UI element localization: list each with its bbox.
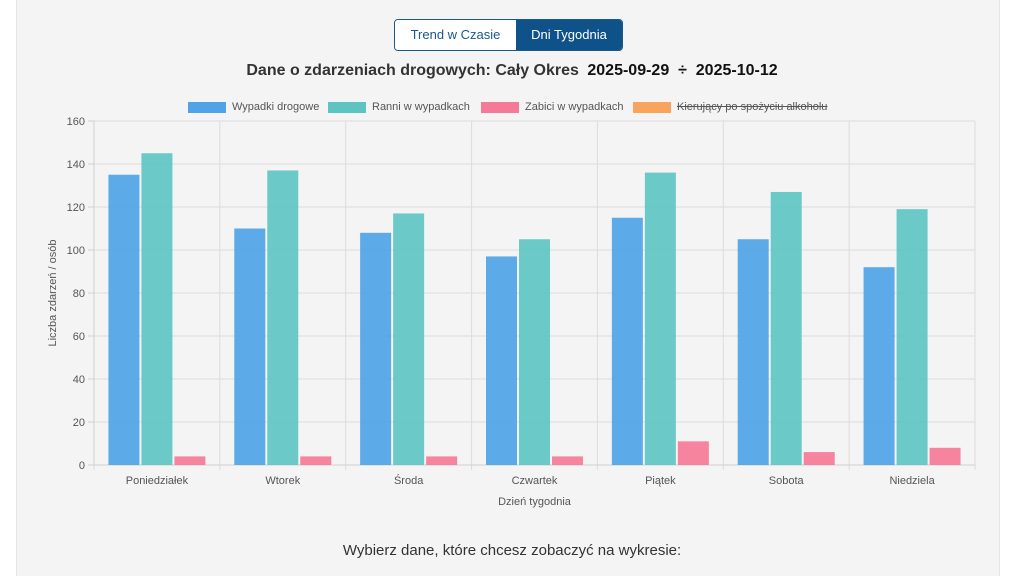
x-tick-label: Sobota xyxy=(769,475,805,487)
legend-label: Kierujący po spożyciu alkoholu xyxy=(677,101,828,113)
legend-label: Wypadki drogowe xyxy=(232,101,320,113)
bar xyxy=(770,191,802,465)
legend-label: Zabici w wypadkach xyxy=(525,101,624,113)
bar xyxy=(611,217,643,465)
legend-swatch xyxy=(328,101,366,113)
x-tick-label: Czwartek xyxy=(512,475,558,487)
bar xyxy=(393,213,425,465)
bar xyxy=(677,441,709,465)
legend-label: Ranni w wypadkach xyxy=(372,101,470,113)
legend-item-killed[interactable]: Zabici w wypadkach xyxy=(481,99,623,115)
y-tick-label: 80 xyxy=(73,288,85,300)
series-selector-prompt: Wybierz dane, które chcesz zobaczyć na w… xyxy=(342,542,682,559)
bar xyxy=(300,456,332,465)
bar xyxy=(644,172,676,465)
y-tick-label: 100 xyxy=(67,245,85,257)
bar xyxy=(552,456,583,465)
view-toggle: Trend w Czasie Dni Tygodnia xyxy=(394,19,623,51)
legend-item-injured[interactable]: Ranni w wypadkach xyxy=(328,99,470,115)
y-tick-label: 20 xyxy=(73,417,85,429)
y-tick-label: 160 xyxy=(67,116,85,128)
bar xyxy=(737,239,769,465)
y-tick-label: 40 xyxy=(73,374,85,386)
y-tick-label: 140 xyxy=(67,159,85,171)
bar xyxy=(803,452,835,465)
x-axis-title: Dzień tygodnia xyxy=(498,496,572,508)
bar xyxy=(360,232,392,465)
bar xyxy=(234,228,266,465)
legend-item-drunk-drivers[interactable]: Kierujący po spożyciu alkoholu xyxy=(633,99,827,115)
chart-legend: Wypadki drogowe Ranni w wypadkach Zabici… xyxy=(0,99,1024,115)
x-tick-label: Poniedziałek xyxy=(126,475,189,487)
bar xyxy=(486,256,517,465)
weekday-tab-button[interactable]: Dni Tygodnia xyxy=(516,20,622,50)
legend-swatch xyxy=(481,101,519,113)
x-tick-label: Niedziela xyxy=(889,475,935,487)
y-axis-title: Liczba zdarzeń / osób xyxy=(47,239,59,346)
legend-swatch xyxy=(188,101,226,113)
bar xyxy=(108,174,140,465)
trend-tab-button[interactable]: Trend w Czasie xyxy=(395,20,516,50)
chart-title: Dane o zdarzeniach drogowych: Cały Okres… xyxy=(0,62,1024,80)
bar xyxy=(519,239,550,465)
legend-swatch xyxy=(633,101,671,113)
bar xyxy=(863,267,895,465)
bar xyxy=(896,209,928,465)
bar xyxy=(426,456,458,465)
y-tick-label: 0 xyxy=(79,460,85,472)
legend-item-accidents[interactable]: Wypadki drogowe xyxy=(188,99,319,115)
y-tick-label: 60 xyxy=(73,331,85,343)
bar xyxy=(141,153,173,465)
x-tick-label: Wtorek xyxy=(265,475,300,487)
y-tick-label: 120 xyxy=(67,202,85,214)
bar xyxy=(929,447,961,465)
bar xyxy=(267,170,299,465)
bar xyxy=(174,456,206,465)
title-prefix: Dane o zdarzeniach drogowych: xyxy=(246,62,491,79)
title-date-range: 2025-09-29 ÷ 2025-10-12 xyxy=(587,62,778,79)
x-tick-label: Środa xyxy=(394,474,424,487)
title-period: Cały Okres xyxy=(495,62,579,79)
x-tick-label: Piątek xyxy=(645,475,676,487)
